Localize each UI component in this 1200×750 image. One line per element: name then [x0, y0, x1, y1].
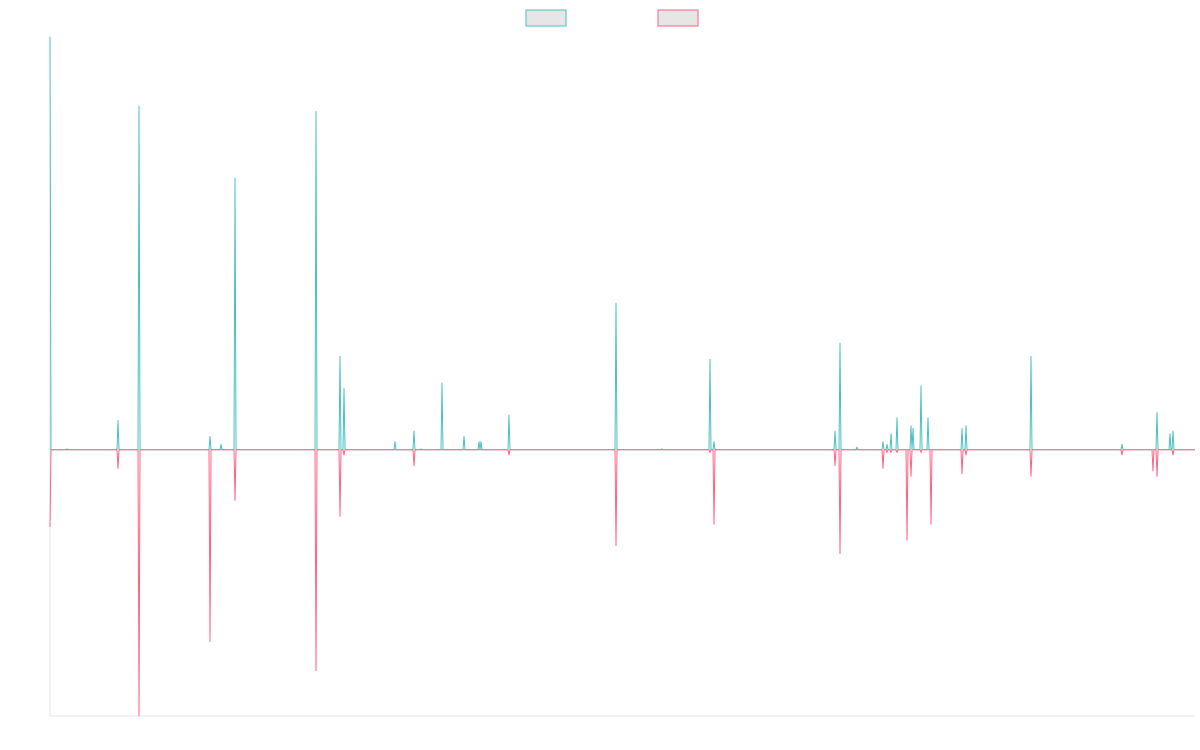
- series-line-2: [49, 449, 1195, 717]
- legend-swatch-2: [657, 9, 699, 27]
- legend: [525, 9, 699, 27]
- series-line-1: [49, 36, 1195, 451]
- legend-item-2[interactable]: [657, 9, 699, 27]
- plot-area: [49, 36, 1195, 717]
- legend-item-1[interactable]: [525, 9, 567, 27]
- axes: [49, 35, 1195, 717]
- legend-swatch-1: [525, 9, 567, 27]
